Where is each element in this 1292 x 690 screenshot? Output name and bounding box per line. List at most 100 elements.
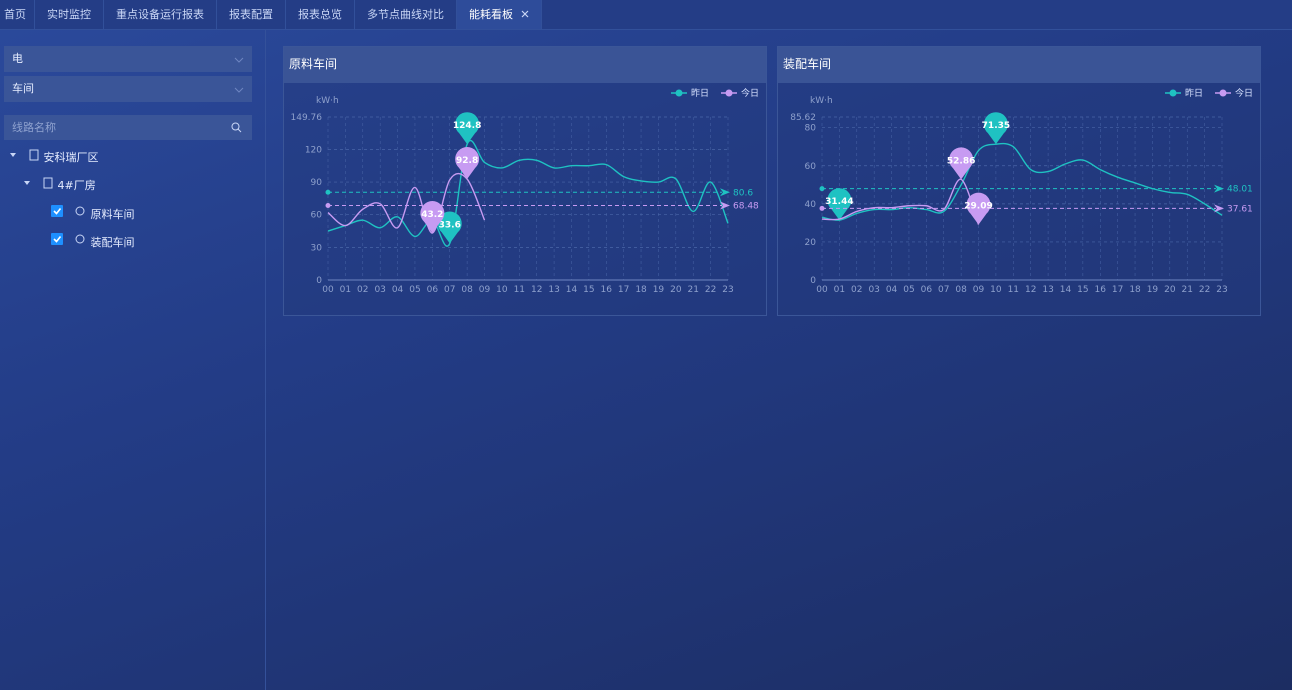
pin-label: 71.35 — [982, 121, 1010, 131]
node-icons — [10, 149, 39, 161]
x-tick-label: 16 — [601, 285, 613, 295]
tree-node[interactable]: 安科瑞厂区 — [10, 149, 99, 165]
average-label: 68.48 — [733, 201, 759, 211]
panel-title: 装配车间 — [778, 47, 1260, 83]
tab[interactable]: 实时监控 — [35, 0, 104, 29]
x-tick-label: 02 — [851, 285, 862, 295]
placeholder: 线路名称 — [12, 121, 56, 134]
select-value: 车间 — [12, 82, 34, 95]
pin — [455, 147, 480, 179]
y-tick-label: 0 — [316, 276, 322, 286]
x-tick-label: 22 — [1199, 285, 1210, 295]
checkbox[interactable] — [51, 233, 87, 246]
pin — [827, 188, 852, 221]
panel-title: 原料车间 — [284, 47, 766, 83]
x-tick-label: 09 — [973, 285, 985, 295]
tab-bar: 首页 实时监控 重点设备运行报表 报表配置 报表总览 多节点曲线对比 能耗看板 — [0, 0, 1292, 30]
x-tick-label: 06 — [427, 285, 439, 295]
chart: kW·h 0 30 60 90 120 149.76 00 01 02 03 04 05 06 07 08 09… — [291, 87, 760, 295]
chevron — [234, 57, 244, 63]
tab[interactable]: 报表配置 — [217, 0, 286, 29]
x-tick-label: 12 — [531, 285, 542, 295]
average-arrow — [1214, 184, 1224, 193]
average-start — [819, 186, 825, 192]
search-icon[interactable] — [231, 122, 242, 133]
axis-title: kW·h — [316, 96, 339, 106]
x-tick-label: 20 — [670, 285, 682, 295]
pin — [949, 147, 974, 180]
average-start — [325, 202, 331, 208]
x-tick-label: 19 — [653, 285, 665, 295]
x-tick-label: 14 — [566, 285, 578, 295]
chevron — [234, 87, 244, 93]
legend-dot — [725, 89, 733, 97]
y-tick-label: 85.62 — [790, 113, 816, 123]
select[interactable]: 电 — [4, 46, 252, 72]
series-line — [327, 140, 729, 247]
tab[interactable]: 首页 — [0, 0, 35, 29]
y-tick-label: 120 — [305, 145, 322, 155]
axis-title: kW·h — [810, 96, 833, 106]
tree-node[interactable]: 4#厂房 — [24, 177, 96, 193]
x-tick-label: 12 — [1025, 285, 1036, 295]
x-tick-label: 21 — [687, 285, 698, 295]
pin — [420, 201, 445, 233]
legend-dot — [1219, 89, 1227, 97]
x-tick-label: 02 — [357, 285, 368, 295]
x-tick-label: 10 — [990, 285, 1002, 295]
x-tick-label: 19 — [1147, 285, 1159, 295]
node-label: 4#厂房 — [57, 179, 96, 192]
x-tick-label: 05 — [903, 285, 914, 295]
x-tick-label: 17 — [618, 285, 629, 295]
pin-label: 29.09 — [964, 202, 992, 212]
legend-label: 今日 — [1235, 87, 1253, 99]
x-tick-label: 01 — [834, 285, 845, 295]
tab-active[interactable]: 能耗看板 — [457, 0, 542, 29]
x-tick-label: 06 — [921, 285, 933, 295]
x-tick-label: 16 — [1095, 285, 1107, 295]
node-label: 安科瑞厂区 — [43, 151, 99, 164]
tab[interactable]: 多节点曲线对比 — [355, 0, 457, 29]
y-tick-label: 40 — [805, 200, 817, 210]
pin — [437, 211, 462, 244]
legend-label: 今日 — [741, 87, 759, 99]
chart-panel: 装配车间 kW·h 0 20 40 60 80 85.62 00 01 02 03 04 05 06 07 0… — [777, 46, 1261, 316]
x-tick-label: 03 — [868, 285, 879, 295]
legend-label: 昨日 — [1185, 87, 1203, 99]
y-tick-label: 149.76 — [291, 113, 323, 123]
legend-dot — [1169, 89, 1177, 97]
close-icon[interactable] — [521, 10, 529, 18]
checkbox[interactable] — [51, 205, 87, 218]
select-value: 电 — [12, 52, 23, 65]
x-tick-label: 18 — [1129, 285, 1141, 295]
x-tick-label: 11 — [1008, 285, 1019, 295]
average-start — [325, 189, 331, 195]
tab[interactable]: 报表总览 — [286, 0, 355, 29]
pin — [455, 112, 480, 145]
node-icons — [24, 177, 53, 189]
select[interactable]: 车间 — [4, 76, 252, 102]
x-tick-label: 10 — [496, 285, 508, 295]
pin-label: 124.8 — [453, 121, 481, 131]
y-tick-label: 20 — [805, 238, 817, 248]
average-label: 80.6 — [733, 188, 753, 198]
tab[interactable]: 重点设备运行报表 — [104, 0, 217, 29]
tab-label: 能耗看板 — [469, 8, 513, 21]
x-tick-label: 14 — [1060, 285, 1072, 295]
y-tick-label: 0 — [810, 276, 816, 286]
tree-leaf[interactable]: 原料车间 — [51, 205, 135, 222]
y-tick-label: 60 — [805, 162, 817, 172]
x-tick-label: 00 — [322, 285, 334, 295]
x-tick-label: 23 — [722, 285, 733, 295]
y-tick-label: 80 — [805, 124, 817, 134]
x-tick-label: 01 — [340, 285, 351, 295]
x-tick-label: 03 — [374, 285, 385, 295]
pin-label: 33.6 — [439, 220, 461, 230]
x-tick-label: 18 — [635, 285, 647, 295]
search-input[interactable]: 线路名称 — [4, 115, 252, 140]
x-tick-label: 07 — [444, 285, 455, 295]
y-tick-label: 60 — [311, 211, 323, 221]
x-tick-label: 09 — [479, 285, 491, 295]
tree-leaf[interactable]: 装配车间 — [51, 233, 135, 250]
